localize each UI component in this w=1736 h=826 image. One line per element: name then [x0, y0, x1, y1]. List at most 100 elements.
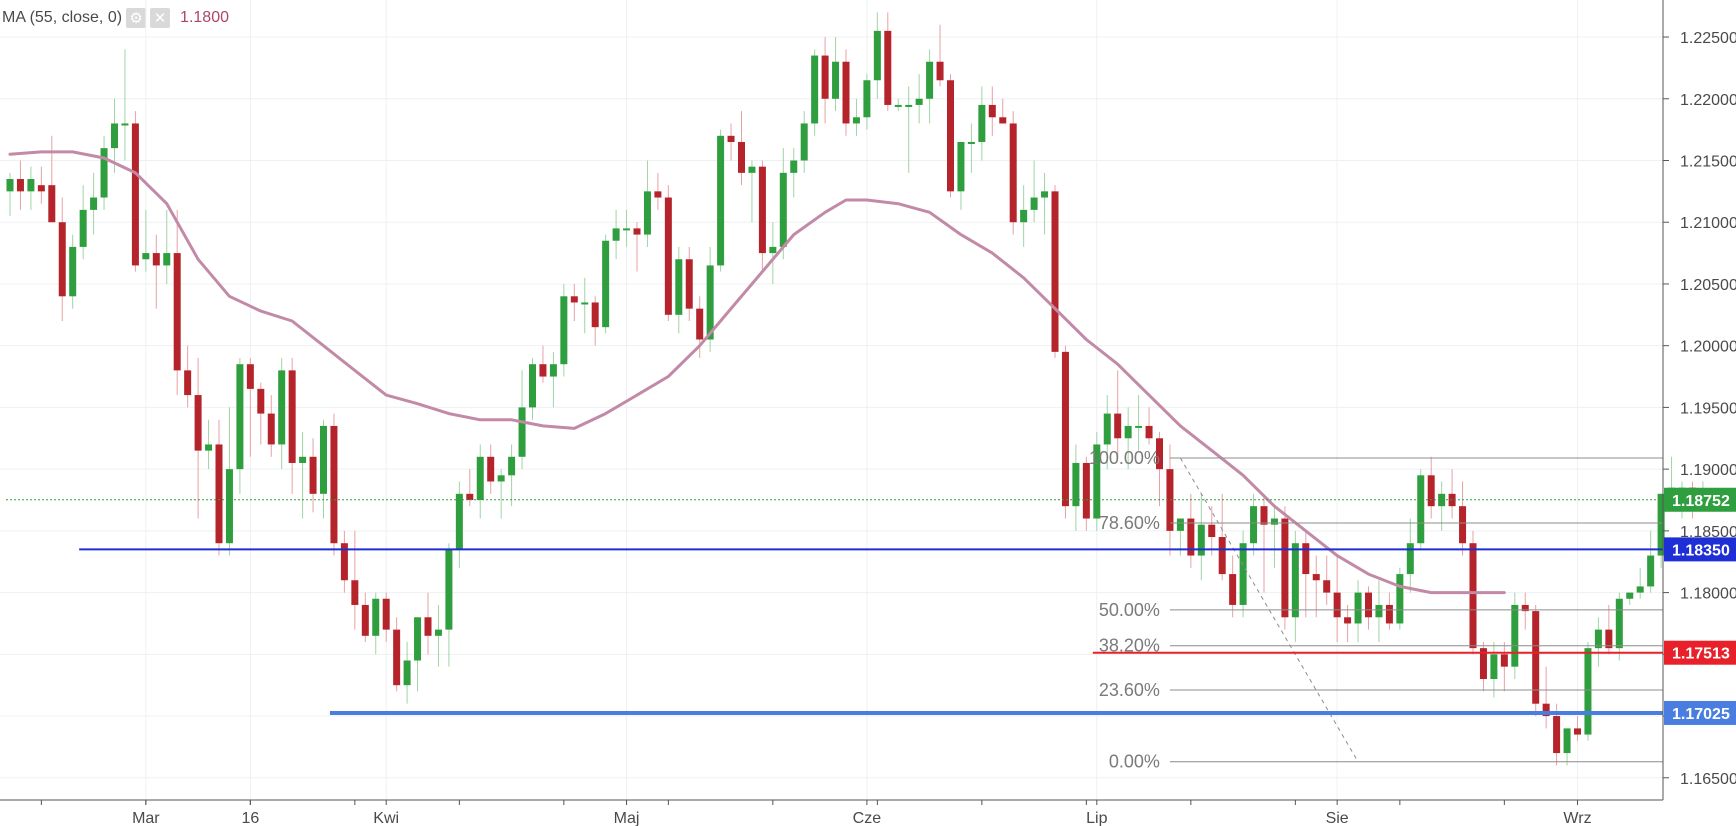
candle-body	[1427, 475, 1435, 507]
candle-body	[1375, 604, 1383, 618]
candle-body	[727, 135, 735, 142]
candle-body	[1521, 604, 1529, 612]
candle-body	[330, 425, 338, 544]
candle-body	[37, 185, 45, 192]
candle-body	[455, 493, 463, 550]
candle-body	[1051, 191, 1059, 352]
candle-body	[1500, 654, 1508, 667]
time-tick-label: Maj	[614, 810, 640, 826]
candle-body	[999, 117, 1007, 124]
grid	[0, 0, 1663, 800]
time-tick-label: Lip	[1086, 810, 1107, 826]
candle-body	[685, 259, 693, 309]
candle-body	[539, 364, 547, 377]
candle-body	[257, 388, 265, 414]
candle-body	[978, 104, 986, 142]
candle-body	[1438, 493, 1446, 507]
candle-body	[936, 61, 944, 81]
candle-body	[58, 222, 66, 297]
fib-level-label: 100.00%	[1089, 448, 1160, 468]
candle-body	[664, 197, 672, 315]
price-tick-label: 1.19500	[1680, 400, 1736, 417]
candle-body	[560, 296, 568, 365]
candle-body	[821, 55, 829, 99]
candle-body	[434, 629, 442, 636]
fib-level-label: 0.00%	[1109, 752, 1160, 772]
candle-body	[1406, 543, 1414, 575]
candle-body	[790, 160, 798, 173]
candle-body	[1469, 543, 1477, 649]
time-tick-label: Kwi	[373, 810, 399, 826]
time-tick-label: Sie	[1326, 810, 1349, 826]
price-tick-label: 1.18000	[1680, 586, 1736, 603]
candle-body	[602, 240, 610, 328]
price-label-badge	[1664, 640, 1736, 665]
candle-body	[215, 444, 223, 544]
candle-body	[1459, 506, 1467, 544]
candle-body	[16, 179, 24, 192]
candle-body	[1166, 469, 1174, 531]
candle-body	[361, 604, 369, 636]
price-axis: 1.22500 1.22000 1.21500 1.21000 1.20500 1.200…	[1662, 0, 1736, 800]
candle-body	[1072, 462, 1080, 507]
candle-body	[382, 598, 390, 630]
candle-body	[612, 228, 620, 241]
fibonacci-retracement: 100.00% 78.60% 50.00% 38.20% 23.60% 0.00%	[1089, 448, 1663, 772]
candle-body	[163, 253, 171, 266]
candle-body	[842, 61, 850, 124]
candle-body	[497, 475, 505, 482]
candle-body	[1396, 574, 1404, 624]
candle-body	[152, 253, 160, 266]
indicator-label: MA (55, close, 0)	[2, 9, 123, 26]
candle-body	[884, 30, 892, 105]
candle-body	[873, 30, 881, 81]
candle-body	[194, 395, 202, 451]
time-tick-label: 16	[241, 810, 259, 826]
candle-body	[947, 80, 954, 192]
candle-body	[633, 228, 641, 235]
candle-body	[1354, 592, 1362, 624]
candle-body	[1333, 592, 1341, 618]
price-label-badge	[1664, 487, 1736, 512]
candle-body	[738, 141, 745, 173]
fib-level-label: 50.00%	[1099, 600, 1160, 620]
candle-body	[1187, 518, 1195, 556]
candle-body	[852, 117, 860, 124]
candle-body	[779, 172, 787, 247]
candle-body	[1114, 413, 1122, 439]
candle-body	[758, 166, 766, 254]
candle-body	[236, 364, 244, 470]
candle-body	[643, 191, 651, 235]
price-label-badge	[1664, 700, 1736, 725]
time-tick-label: Mar	[132, 810, 160, 826]
candle-body	[1208, 524, 1216, 538]
candle-body	[1479, 648, 1487, 680]
candle-body	[623, 228, 631, 231]
price-label-text: 1.17025	[1672, 706, 1730, 723]
candle-body	[748, 166, 756, 173]
candle-body	[508, 456, 516, 476]
close-icon[interactable]: ✕	[150, 8, 171, 28]
candle-body	[696, 308, 704, 340]
candle-body	[1563, 728, 1571, 754]
candle-body	[811, 55, 819, 124]
candle-body	[267, 413, 275, 445]
candle-body	[131, 123, 139, 266]
candle-body	[90, 197, 98, 210]
candle-body	[1365, 592, 1372, 618]
candle-body	[957, 141, 965, 192]
candle-body	[1584, 648, 1592, 735]
candle-body	[403, 660, 411, 686]
candle-body	[121, 123, 129, 126]
candle-body	[1020, 209, 1028, 223]
candle-body	[1260, 506, 1268, 525]
candle-body	[184, 370, 192, 396]
gear-icon[interactable]: ⚙	[126, 8, 147, 28]
time-tick-label: Wrz	[1563, 810, 1591, 826]
candle-body	[1574, 728, 1581, 735]
candle-body	[142, 253, 150, 260]
candle-body	[1135, 425, 1143, 428]
candle-body	[225, 469, 233, 544]
candle-body	[1082, 462, 1090, 519]
